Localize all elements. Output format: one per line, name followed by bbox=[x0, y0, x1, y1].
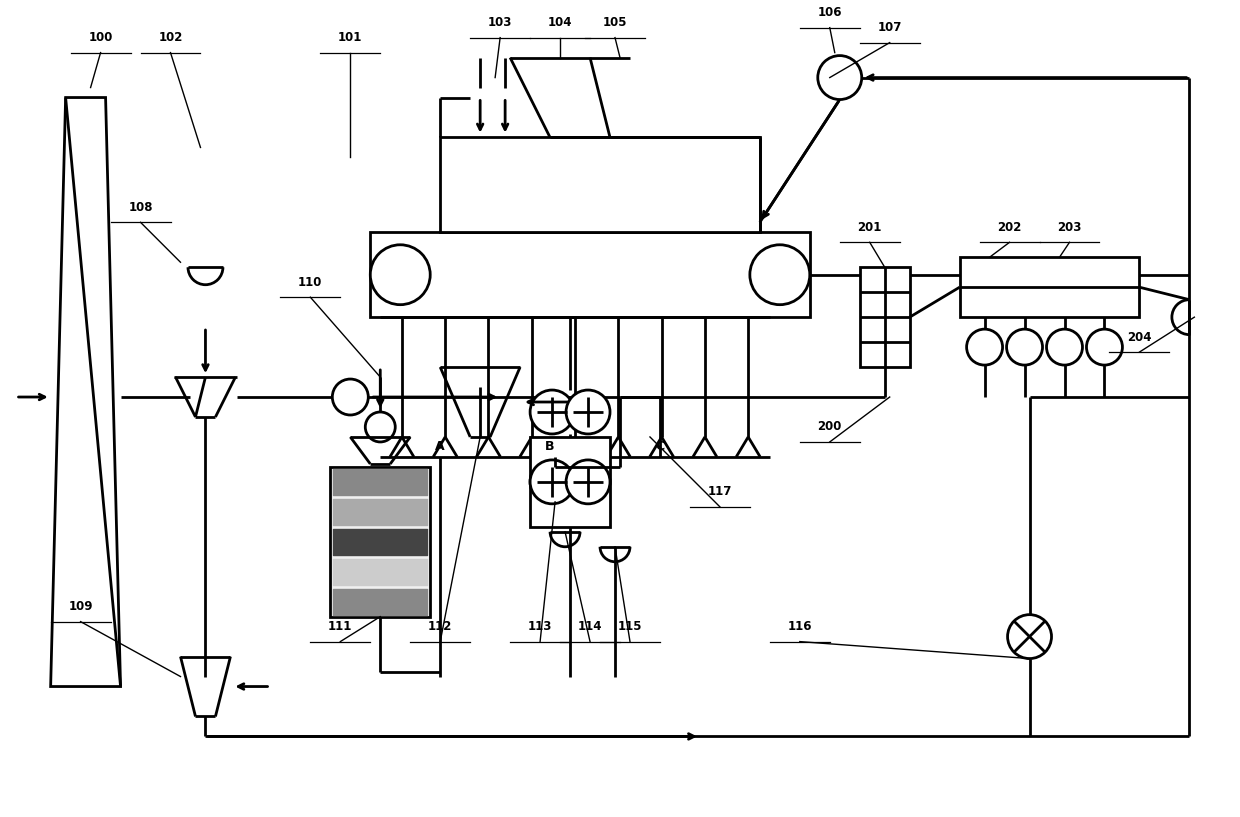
Circle shape bbox=[1008, 614, 1052, 659]
Bar bbox=[531, 437, 610, 527]
Text: B: B bbox=[546, 440, 554, 453]
Text: 200: 200 bbox=[817, 421, 842, 434]
Text: 109: 109 bbox=[68, 600, 93, 614]
Circle shape bbox=[1007, 329, 1043, 365]
Circle shape bbox=[567, 460, 610, 504]
Text: 104: 104 bbox=[548, 16, 573, 29]
Circle shape bbox=[1086, 329, 1122, 365]
Circle shape bbox=[531, 460, 574, 504]
Circle shape bbox=[366, 412, 396, 442]
Bar bbox=[330, 467, 430, 617]
Text: 116: 116 bbox=[787, 620, 812, 633]
Text: C: C bbox=[656, 440, 665, 453]
Text: A: A bbox=[435, 440, 445, 453]
Text: 202: 202 bbox=[997, 221, 1022, 234]
Circle shape bbox=[750, 245, 810, 305]
Text: 108: 108 bbox=[128, 201, 153, 214]
Circle shape bbox=[531, 460, 574, 504]
Bar bbox=[371, 232, 810, 317]
Circle shape bbox=[332, 379, 368, 415]
Circle shape bbox=[817, 56, 862, 100]
Circle shape bbox=[531, 390, 574, 434]
Bar bbox=[440, 137, 760, 232]
Text: 102: 102 bbox=[159, 31, 182, 44]
Polygon shape bbox=[51, 97, 120, 686]
Text: 114: 114 bbox=[578, 620, 603, 633]
Circle shape bbox=[371, 245, 430, 305]
Bar bbox=[960, 257, 1140, 317]
Text: 201: 201 bbox=[858, 221, 882, 234]
Text: 103: 103 bbox=[489, 16, 512, 29]
Text: 113: 113 bbox=[528, 620, 552, 633]
Text: 112: 112 bbox=[428, 620, 453, 633]
Text: 107: 107 bbox=[878, 21, 901, 34]
Circle shape bbox=[567, 460, 610, 504]
Text: 203: 203 bbox=[1058, 221, 1081, 234]
Text: 111: 111 bbox=[329, 620, 352, 633]
Bar bbox=[859, 267, 910, 367]
Text: 100: 100 bbox=[88, 31, 113, 44]
Text: 110: 110 bbox=[298, 275, 322, 288]
Text: 117: 117 bbox=[708, 485, 732, 498]
Circle shape bbox=[967, 329, 1003, 365]
Text: 105: 105 bbox=[603, 16, 627, 29]
Text: 101: 101 bbox=[339, 31, 362, 44]
Circle shape bbox=[1047, 329, 1083, 365]
Text: 106: 106 bbox=[817, 7, 842, 19]
Circle shape bbox=[567, 390, 610, 434]
Text: 204: 204 bbox=[1127, 331, 1152, 344]
Text: 115: 115 bbox=[618, 620, 642, 633]
